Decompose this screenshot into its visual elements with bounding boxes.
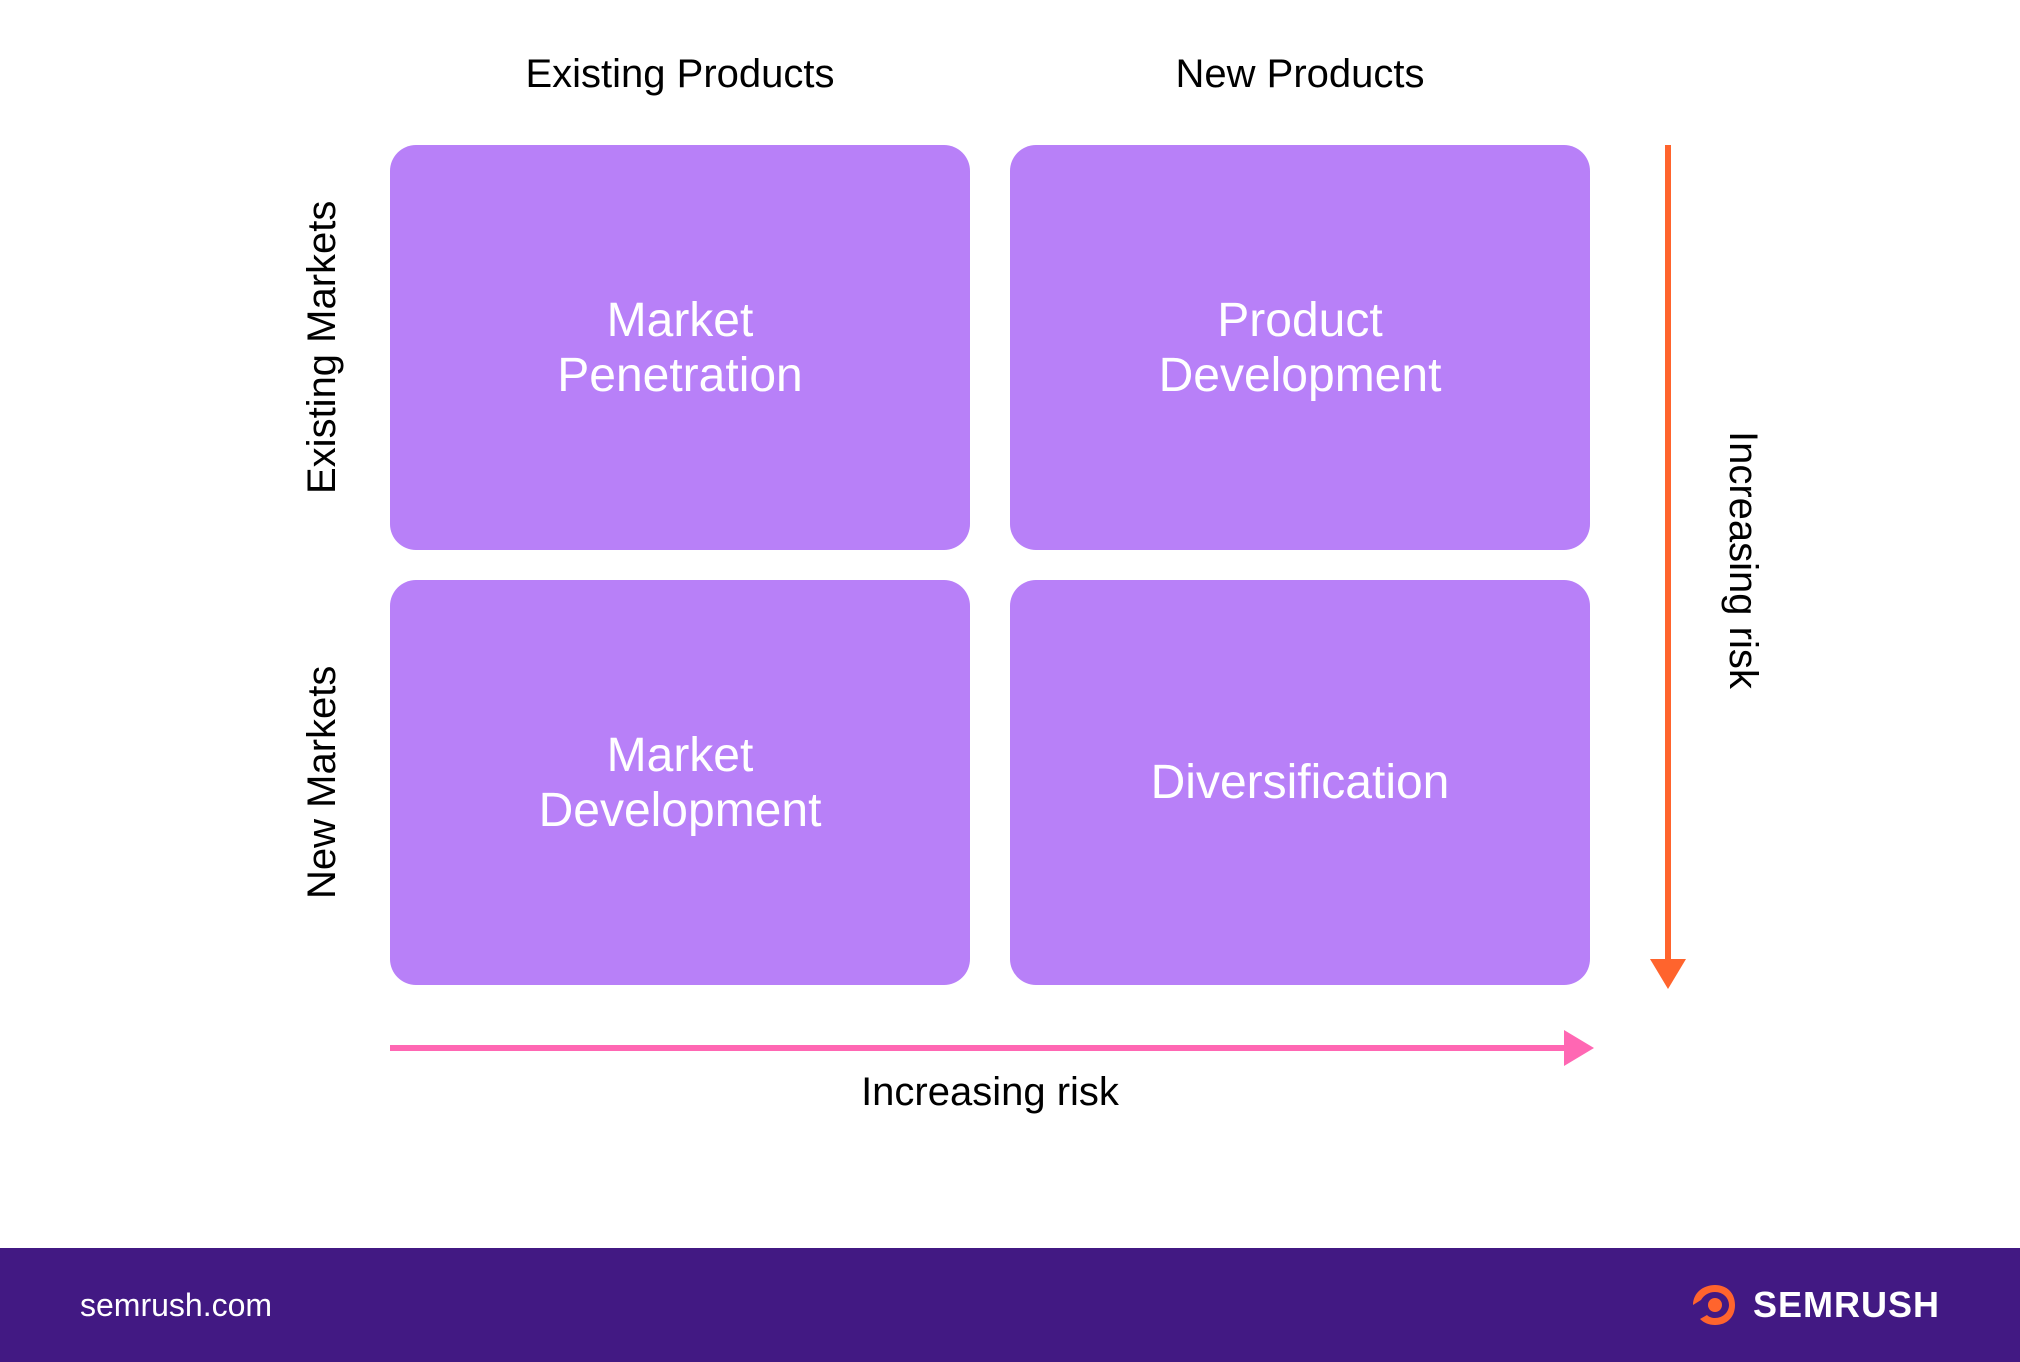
row-header-bottom: New Markets bbox=[300, 580, 345, 985]
risk-label-vertical: Increasing risk bbox=[1720, 360, 1765, 760]
quadrant-label: MarketPenetration bbox=[557, 293, 803, 403]
quadrant-bottom-right: Diversification bbox=[1010, 580, 1590, 985]
col-header-right: New Products bbox=[1010, 52, 1590, 97]
risk-label-horizontal: Increasing risk bbox=[790, 1070, 1190, 1115]
quadrant-top-right: ProductDevelopment bbox=[1010, 145, 1590, 550]
risk-arrow-vertical bbox=[1650, 145, 1686, 985]
col-header-left: Existing Products bbox=[390, 52, 970, 97]
footer-bar: semrush.com SEMRUSH bbox=[0, 1248, 2020, 1362]
quadrant-label: Diversification bbox=[1151, 755, 1450, 810]
risk-arrow-horizontal bbox=[390, 1030, 1590, 1066]
semrush-fireball-icon bbox=[1687, 1279, 1739, 1331]
quadrant-label: ProductDevelopment bbox=[1159, 293, 1442, 403]
quadrant-top-left: MarketPenetration bbox=[390, 145, 970, 550]
quadrant-bottom-left: MarketDevelopment bbox=[390, 580, 970, 985]
quadrant-label: MarketDevelopment bbox=[539, 728, 822, 838]
footer-brand-text: SEMRUSH bbox=[1753, 1284, 1940, 1326]
ansoff-matrix: Existing Products New Products Existing … bbox=[0, 0, 2020, 1362]
row-header-top: Existing Markets bbox=[300, 145, 345, 550]
footer-url: semrush.com bbox=[80, 1287, 272, 1324]
footer-brand: SEMRUSH bbox=[1687, 1279, 1940, 1331]
